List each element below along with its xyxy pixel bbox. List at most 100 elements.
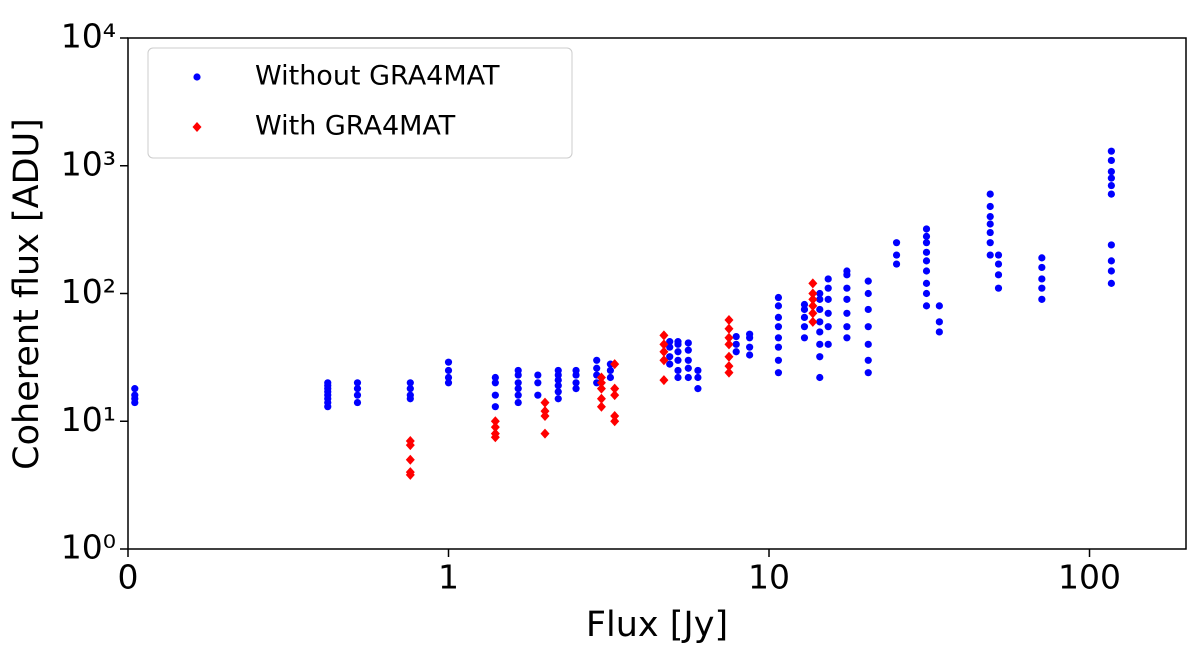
point (816, 289, 824, 298)
point (800, 300, 809, 309)
point (816, 295, 824, 303)
point (1107, 156, 1115, 165)
point (864, 340, 872, 348)
point (774, 334, 783, 342)
point (935, 302, 943, 310)
point (986, 251, 994, 259)
point (774, 313, 783, 322)
point (824, 323, 832, 331)
point (1107, 190, 1115, 198)
point (892, 239, 901, 247)
point (554, 395, 562, 403)
point (666, 353, 674, 361)
point (724, 361, 734, 372)
point (572, 379, 580, 387)
point (444, 373, 453, 382)
point (1107, 257, 1115, 265)
point (922, 257, 931, 265)
point (572, 385, 580, 393)
point (922, 279, 931, 287)
point (596, 393, 606, 404)
point (514, 391, 522, 399)
point (994, 284, 1003, 292)
point (935, 318, 943, 326)
point (986, 202, 994, 211)
point (131, 385, 139, 393)
legend-label: Without GRA4MAT (255, 61, 500, 92)
point (659, 339, 669, 350)
legend-marker (192, 122, 202, 132)
point (724, 323, 734, 334)
point (353, 385, 362, 393)
point (684, 339, 692, 347)
point (406, 379, 414, 387)
x-tick-label: 1 (438, 558, 459, 597)
point (694, 385, 702, 393)
point (892, 251, 901, 259)
point (514, 366, 522, 375)
point (405, 454, 415, 465)
point (864, 323, 872, 331)
point (610, 383, 620, 394)
point (746, 330, 754, 338)
point (800, 305, 809, 314)
point (593, 364, 601, 372)
point (986, 220, 994, 228)
point (610, 410, 620, 421)
point (864, 305, 872, 314)
point (935, 328, 943, 336)
point (444, 379, 453, 387)
point (864, 356, 872, 364)
point (864, 277, 872, 285)
point (800, 323, 809, 331)
point (922, 302, 931, 310)
point (774, 302, 783, 310)
point (1038, 263, 1046, 272)
point (724, 332, 734, 343)
point (610, 359, 620, 370)
point (684, 346, 692, 354)
y-axis-label: Coherent flux [ADU] (7, 118, 47, 470)
point (774, 356, 783, 364)
y-tick-label: 10³ (61, 144, 116, 183)
point (843, 309, 851, 317)
point (986, 190, 994, 198)
point (724, 339, 734, 350)
point (540, 397, 550, 408)
point (554, 376, 562, 384)
point (353, 379, 362, 387)
point (864, 289, 872, 298)
point (808, 308, 818, 319)
point (824, 295, 832, 303)
point (674, 338, 682, 346)
point (324, 379, 332, 387)
point (674, 356, 682, 364)
point (843, 334, 851, 342)
point (610, 390, 620, 401)
point (405, 436, 415, 447)
point (994, 251, 1003, 259)
point (816, 328, 824, 336)
point (491, 373, 499, 382)
point (514, 379, 522, 387)
point (534, 379, 542, 387)
y-tick-label: 10¹ (61, 400, 116, 439)
point (843, 295, 851, 303)
point (864, 369, 872, 377)
point (774, 293, 783, 302)
point (554, 382, 562, 390)
point (816, 305, 824, 314)
point (816, 340, 824, 348)
point (986, 212, 994, 221)
point (986, 239, 994, 247)
point (808, 316, 818, 327)
point (922, 248, 931, 256)
point (1038, 254, 1046, 262)
point (674, 366, 682, 375)
point (572, 366, 580, 375)
y-tick-label: 10⁴ (61, 17, 116, 56)
point (406, 391, 414, 399)
legend-box (147, 47, 573, 159)
point (732, 340, 740, 348)
point (659, 346, 669, 357)
